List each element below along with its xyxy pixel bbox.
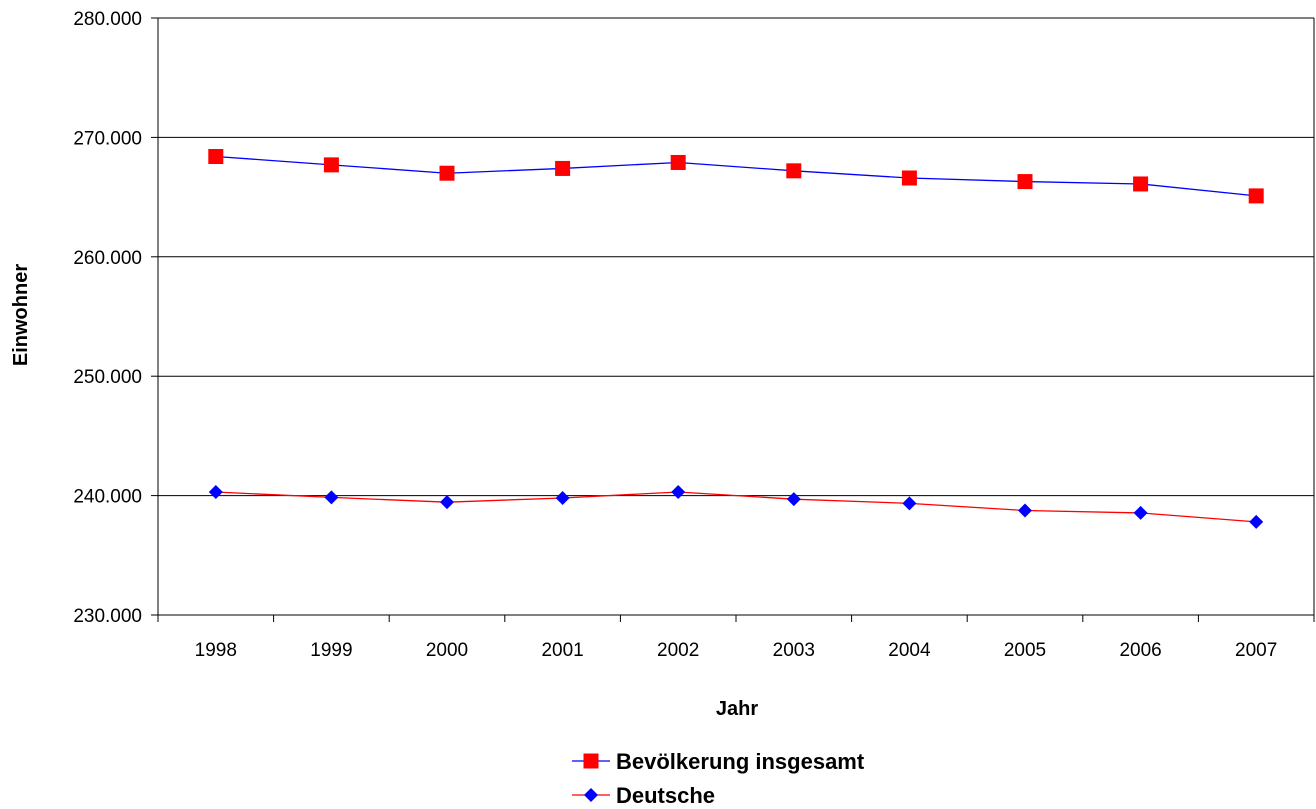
data-point — [902, 496, 917, 511]
y-tick-label: 260.000 — [73, 248, 142, 269]
data-point — [1133, 176, 1149, 192]
x-tick-label: 2004 — [888, 640, 931, 661]
data-point — [1133, 505, 1148, 520]
x-tick-label: 2003 — [773, 640, 815, 661]
data-point — [786, 492, 801, 507]
y-tick-label: 280.000 — [73, 9, 142, 30]
x-tick-label: 1998 — [195, 640, 237, 661]
x-tick-label: 2005 — [1004, 640, 1046, 661]
data-point — [440, 495, 454, 510]
data-point — [671, 485, 686, 500]
data-point — [555, 160, 571, 176]
data-point — [324, 490, 339, 505]
x-axis-title: Jahr — [716, 698, 758, 720]
series-line — [215, 155, 1257, 197]
y-tick-label: 270.000 — [73, 128, 142, 149]
series-1 — [208, 149, 1264, 204]
x-tick-label: 2000 — [426, 640, 468, 661]
legend-item: Deutsche — [572, 783, 715, 808]
data-point — [1248, 188, 1264, 204]
legend-marker — [584, 788, 598, 802]
legend-label: Bevölkerung insgesamt — [616, 749, 865, 774]
data-point — [439, 165, 455, 181]
data-point — [1018, 503, 1032, 518]
data-point — [323, 157, 339, 173]
y-axis-title: Einwohner — [10, 264, 32, 366]
data-point — [208, 149, 224, 165]
x-tick-label: 2007 — [1235, 640, 1277, 661]
series — [208, 149, 1264, 529]
series-2 — [208, 485, 1264, 529]
axes — [151, 17, 1315, 622]
y-tick-label: 230.000 — [73, 606, 142, 627]
data-point — [555, 490, 570, 505]
x-tick-label: 2006 — [1119, 640, 1161, 661]
legend-marker — [583, 753, 599, 769]
legend: Bevölkerung insgesamt Deutsche — [572, 749, 865, 808]
x-tick-label: 1999 — [310, 640, 352, 661]
data-point — [1017, 174, 1033, 190]
gridlines — [158, 17, 1314, 497]
x-tick-label: 2001 — [541, 640, 583, 661]
data-point — [208, 485, 223, 500]
data-point — [1249, 514, 1264, 529]
tick-labels: 230.000 240.000 250.000 260.000 270.000 280.0… — [73, 9, 1277, 661]
legend-label: Deutsche — [616, 783, 715, 808]
x-tick-label: 2002 — [657, 640, 699, 661]
y-tick-label: 250.000 — [73, 367, 142, 388]
series-line — [215, 491, 1257, 523]
legend-item: Bevölkerung insgesamt — [572, 749, 865, 774]
data-point — [670, 154, 686, 170]
y-tick-label: 240.000 — [73, 487, 142, 508]
data-point — [786, 163, 802, 179]
data-point — [901, 170, 917, 186]
